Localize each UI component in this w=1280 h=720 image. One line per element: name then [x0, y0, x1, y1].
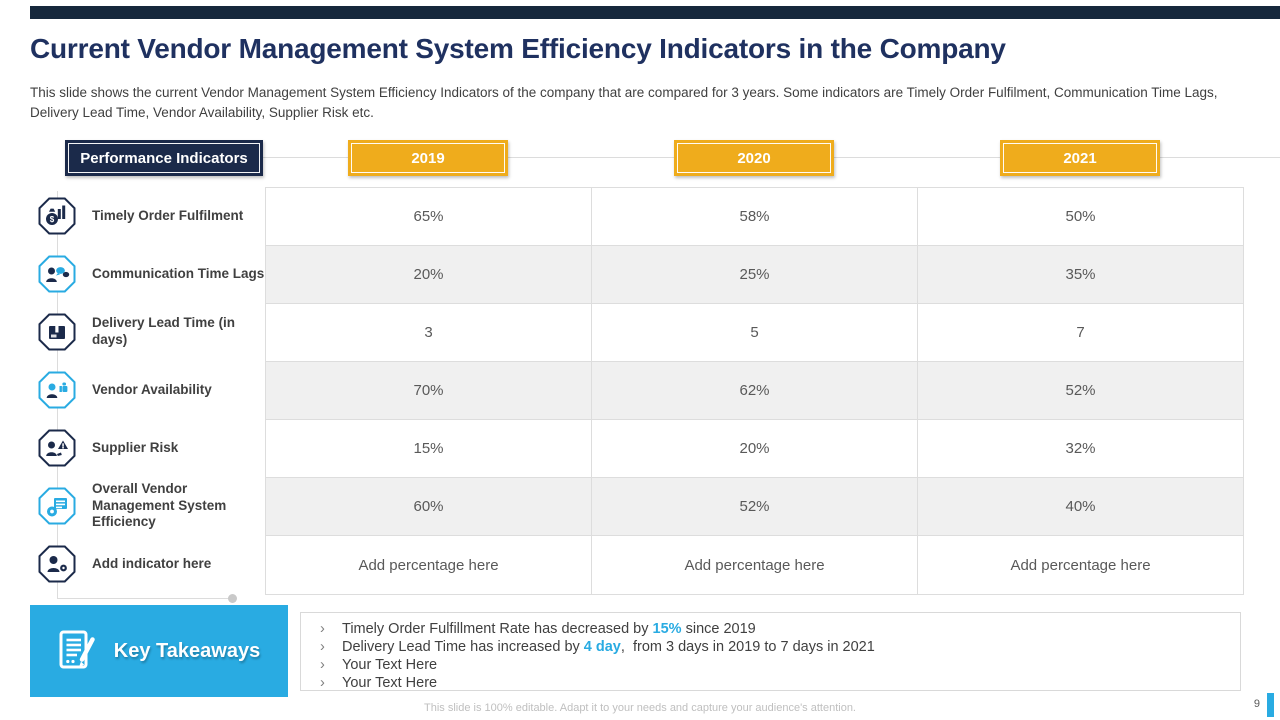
year-header-2020: 2020 — [674, 140, 834, 176]
table-cell: 58% — [592, 188, 918, 245]
indicator-item-add-indicator[interactable]: Add indicator here — [30, 535, 265, 593]
table-cell: 5 — [592, 304, 918, 361]
table-cell: 70% — [266, 362, 592, 419]
indicator-label: Supplier Risk — [92, 439, 179, 455]
connector-line-horizontal — [57, 598, 229, 599]
indicator-label: Add indicator here — [92, 555, 212, 571]
system-efficiency-icon — [38, 487, 76, 525]
placeholder-cell[interactable]: Add percentage here — [592, 536, 918, 594]
bullet-text: since 2019 — [681, 621, 756, 637]
indicator-item-delivery-lead-time: Delivery Lead Time (in days) — [30, 303, 265, 361]
page-title: Current Vendor Management System Efficie… — [30, 33, 1006, 64]
svg-text:$: $ — [50, 215, 55, 224]
page-number: 9 — [1253, 698, 1260, 710]
indicator-label: Communication Time Lags — [92, 265, 265, 281]
key-takeaways-panel: Key Takeaways — [30, 605, 288, 697]
page-number-accent-bar — [1267, 693, 1274, 717]
bullet-highlight: 4 day — [583, 639, 621, 655]
key-takeaways-list: › Timely Order Fulfillment Rate has decr… — [300, 612, 1241, 691]
bullet-highlight: 15% — [652, 621, 682, 637]
indicator-item-supplier-risk: Supplier Risk — [30, 419, 265, 477]
table-cell: 62% — [592, 362, 918, 419]
add-indicator-icon — [38, 545, 76, 583]
table-row: Add percentage here Add percentage here … — [266, 536, 1243, 594]
indicator-label: Delivery Lead Time (in days) — [92, 315, 236, 347]
bullet-text: Timely Order Fulfillment Rate has decrea… — [342, 621, 653, 637]
table-cell: 65% — [266, 188, 592, 245]
indicator-label: Timely Order Fulfilment — [92, 207, 244, 223]
year-header-2019: 2019 — [348, 140, 508, 176]
table-cell: 7 — [1076, 324, 1085, 341]
footer-note: This slide is 100% editable. Adapt it to… — [424, 702, 856, 714]
takeaway-bullet: › Timely Order Fulfillment Rate has decr… — [315, 620, 1224, 638]
table-row: 65% 58% 50% — [266, 188, 1243, 246]
connector-end-dot — [228, 594, 237, 603]
bullet-placeholder-text: Your Text Here — [342, 657, 438, 673]
table-row: 60% 52% 40% — [266, 478, 1243, 536]
placeholder-cell[interactable]: Add percentage here — [266, 536, 592, 594]
takeaway-bullet[interactable]: › Your Text Here — [315, 674, 1224, 692]
performance-indicators-header: Performance Indicators — [65, 140, 263, 176]
key-takeaways-title: Key Takeaways — [113, 640, 261, 662]
supplier-risk-icon — [38, 429, 76, 467]
header-guide-line — [65, 157, 1280, 158]
top-accent-bar — [30, 6, 1280, 19]
table-row: 70% 62% 52% — [266, 362, 1243, 420]
table-cell: 25% — [592, 246, 918, 303]
table-cell: 52% — [592, 478, 918, 535]
indicator-item-vendor-availability: Vendor Availability — [30, 361, 265, 419]
slide-subtitle: This slide shows the current Vendor Mana… — [30, 85, 1218, 120]
vendor-thumbs-up-icon — [38, 371, 76, 409]
takeaway-bullet: › Delivery Lead Time has increased by 4 … — [315, 638, 1224, 656]
table-cell: 35% — [1065, 266, 1096, 283]
indicators-table: 65% 58% 50% 20% 25% 35% 3 5 7 70% 62% 52… — [265, 187, 1244, 595]
table-cell: 50% — [1065, 208, 1096, 225]
package-icon — [38, 313, 76, 351]
table-cell: 15% — [266, 420, 592, 477]
indicator-label: Overall Vendor Management System Efficie… — [92, 480, 227, 530]
takeaway-bullet[interactable]: › Your Text Here — [315, 656, 1224, 674]
table-cell: 20% — [592, 420, 918, 477]
table-cell: 32% — [1065, 440, 1096, 457]
placeholder-cell[interactable]: Add percentage here — [1010, 556, 1151, 574]
table-cell: 20% — [266, 246, 592, 303]
table-row: 15% 20% 32% — [266, 420, 1243, 478]
table-row: 3 5 7 — [266, 304, 1243, 362]
bullet-marker: › — [320, 675, 325, 691]
table-cell: 60% — [266, 478, 592, 535]
table-row: 20% 25% 35% — [266, 246, 1243, 304]
bullet-marker: › — [320, 621, 325, 637]
table-cell: 3 — [266, 304, 592, 361]
bullet-marker: › — [320, 657, 325, 673]
communication-icon — [38, 255, 76, 293]
year-header-2021: 2021 — [1000, 140, 1160, 176]
table-cell: 40% — [1065, 498, 1096, 515]
indicator-label: Vendor Availability — [92, 381, 212, 397]
indicator-item-overall-efficiency: Overall Vendor Management System Efficie… — [30, 477, 265, 535]
document-pencil-icon — [59, 630, 95, 669]
bullet-placeholder-text: Your Text Here — [342, 675, 438, 691]
money-bag-chart-icon: $ — [38, 197, 76, 235]
bullet-text: Delivery Lead Time has increased by — [342, 639, 584, 655]
indicator-item-communication: Communication Time Lags — [30, 245, 265, 303]
bullet-text: , from 3 days in 2019 to 7 days in 2021 — [620, 639, 875, 655]
table-cell: 52% — [1065, 382, 1096, 399]
bullet-marker: › — [320, 639, 325, 655]
indicator-item-timely-order: $ Timely Order Fulfilment — [30, 187, 265, 245]
